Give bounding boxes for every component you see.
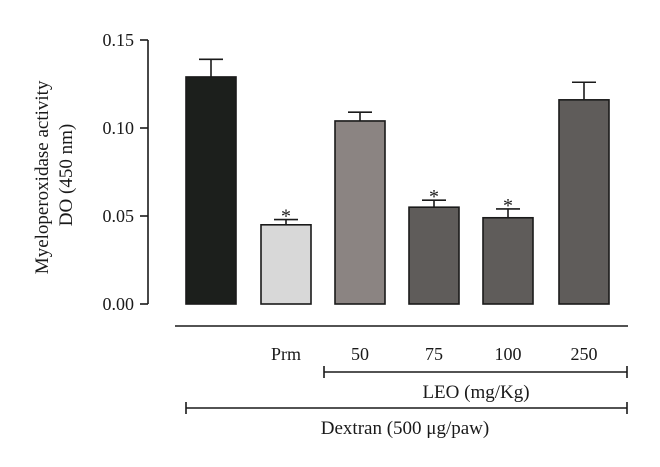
bar: [558, 99, 610, 305]
significance-marker: *: [281, 206, 291, 228]
x-tick-label: 75: [425, 344, 443, 364]
group-label: LEO (mg/Kg): [422, 382, 529, 403]
bars: * * *: [185, 58, 610, 305]
bar: [408, 206, 460, 305]
y-tick-label: 0.10: [103, 118, 135, 138]
group-brackets: LEO (mg/Kg) Dextran (500 μg/paw): [185, 366, 628, 439]
x-tick-label: Prm: [271, 344, 301, 364]
significance-marker: *: [503, 195, 513, 217]
x-tick-label: 50: [351, 344, 369, 364]
y-axis-label-line-2: DO (450 nm): [56, 124, 77, 226]
x-tick-label: 100: [495, 344, 522, 364]
x-tick-label: 250: [571, 344, 598, 364]
y-tick-label: 0.15: [103, 30, 135, 50]
y-axis-label-line-1: Myeloperoxidase activity: [32, 80, 53, 274]
x-axis: Prm 50 75 100 250: [175, 325, 628, 364]
y-tick-label: 0.00: [103, 294, 135, 314]
group-label: Dextran (500 μg/paw): [321, 418, 489, 439]
bar: [260, 224, 312, 305]
significance-marker: *: [429, 186, 439, 208]
y-axis: 0.00 0.05 0.10 0.15: [103, 30, 149, 314]
bar: [482, 216, 534, 305]
y-axis-label: Myeloperoxidase activity DO (450 nm): [32, 76, 77, 274]
bar: [185, 76, 237, 305]
y-tick-label: 0.05: [103, 206, 135, 226]
bar: [334, 120, 386, 305]
